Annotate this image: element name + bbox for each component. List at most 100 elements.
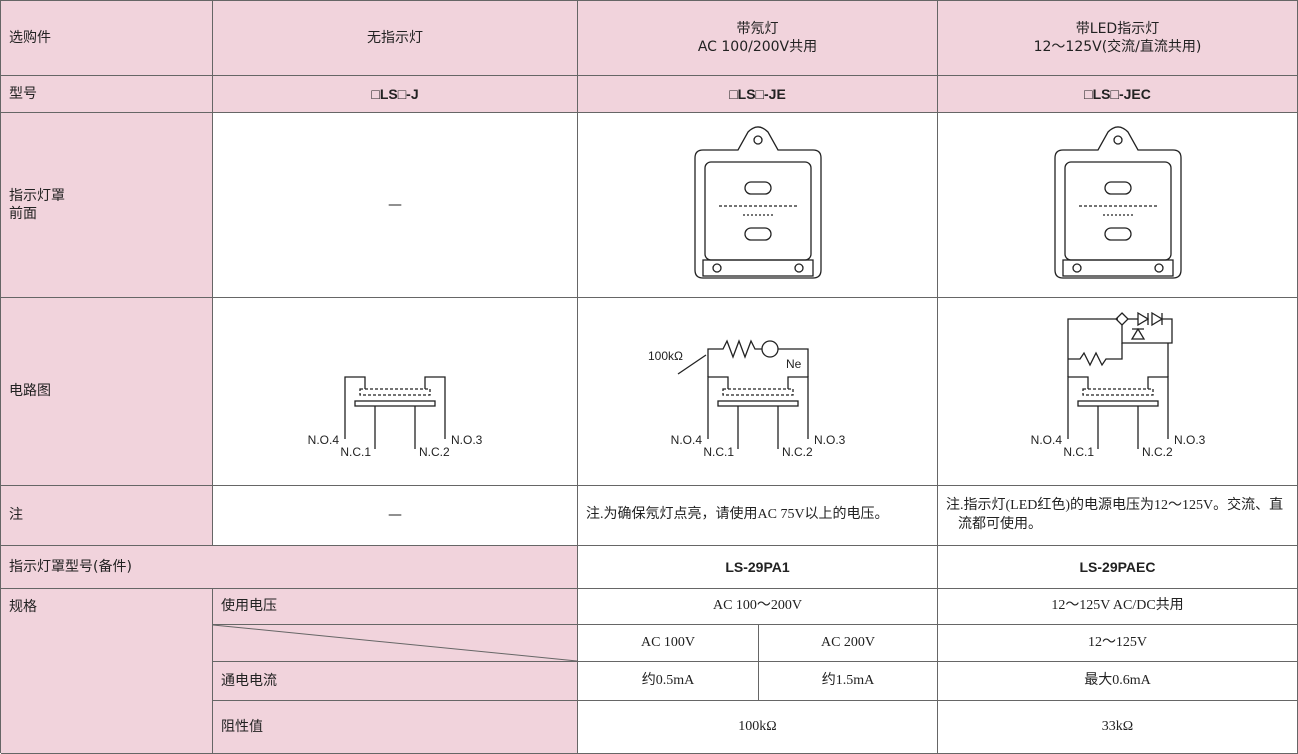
neon-lamp [760,339,779,358]
moving-contact [359,387,431,396]
spec-text: 12～125V AC/DC共用 [1051,598,1184,614]
cover-model-text: LS-29PAEC [1079,558,1156,575]
spec-item: 阻性值 [213,701,578,754]
cover-drawing [1053,126,1182,279]
terminal-label: N.O.3 [1174,433,1206,447]
note-text: 注.指示灯(LED红色)的电源电压为12～125V。交流、直流都可使用。 [946,498,1284,532]
note-cell: 注.为确保氖灯点亮，请使用AC 75V以上的电压。 [578,486,938,546]
cover-outline [693,126,822,279]
diagonal [213,625,577,661]
header-text: 带LED指示灯 [1075,20,1160,37]
moving-contact [721,387,794,396]
note-text: 注.为确保氖灯点亮，请使用AC 75V以上的电压。 [586,507,889,523]
terminal-label: N.O.4 [308,433,340,447]
contact-no [706,375,729,439]
spec-item [213,625,578,662]
plunger [1076,399,1159,407]
spec-text: 约0.5mA [641,672,695,688]
circuit-drawing: N.O.4N.C.1 N.O.3N.C.2 [1030,311,1206,459]
cover-window [1103,227,1132,241]
zener [1130,327,1145,340]
cover-hole [1112,135,1123,145]
spec-cell: AC 100～200V [578,589,938,625]
spec-cell: 33kΩ [938,701,1298,754]
row-label: 注 [1,486,213,546]
cover-cell: — [213,113,578,298]
cover-outline [1053,126,1182,279]
contact-no [1146,375,1169,439]
spec-text: 12～125V [1087,634,1148,650]
model-cell: □LS□-JE [578,76,938,113]
spec-text: 约1.5mA [821,672,875,688]
note-cell: — [213,486,578,546]
spec-cell: 约1.5mA [759,662,938,701]
cover-base [1061,259,1174,277]
row-label: 电路图 [1,298,213,486]
spec-text: 最大0.6mA [1084,672,1151,688]
pointer [677,353,706,375]
terminal-label: N.C.1 [340,445,371,459]
contact-no [424,375,446,439]
spec-cell: 12～125V [938,625,1298,662]
header-text: 12～125V(交流/直流共用) [1033,39,1202,55]
contact-no [1066,375,1089,439]
spec-text: 33kΩ [1101,718,1134,734]
plunger [716,399,799,407]
spec-item-text: 使用电压 [221,598,277,615]
label-text: 指示灯罩 [9,187,65,204]
note-cell: 注.指示灯(LED红色)的电源电压为12～125V。交流、直流都可使用。 [938,486,1298,546]
spec-cell: AC 100V [578,625,759,662]
model-text: □LS□-JE [729,85,786,102]
terminal-label: N.O.4 [1030,433,1062,447]
lamp-label: Ne [786,357,802,371]
dash-text: — [388,507,402,524]
wire [777,347,809,377]
spec-text: AC 100V [640,634,696,650]
spec-item-text: 通电电流 [221,672,277,689]
header-cell: 选购件 [1,1,213,76]
header-text: AC 100/200V共用 [697,39,818,55]
cover-model-cell: LS-29PA1 [578,546,938,589]
wire [1120,317,1173,344]
model-cell: □LS□-JEC [938,76,1298,113]
terminal-label: N.O.3 [451,433,483,447]
label-text: 注 [9,507,23,524]
spec-cell: 12～125V AC/DC共用 [938,589,1298,625]
spec-item: 通电电流 [213,662,578,701]
wire [1066,317,1118,377]
spec-text: AC 200V [820,634,876,650]
wire [706,338,762,377]
header-cell: 带LED指示灯 12～125V(交流/直流共用) [938,1,1298,76]
circuit-cell: N.O.4 N.C.1 N.O.3 N.C.2 [938,298,1298,486]
cover-window [1103,181,1132,195]
dash-text: — [388,196,402,213]
cover-cell [938,113,1298,298]
spec-item-text: 阻性值 [221,718,263,735]
cover-window [743,227,772,241]
cover-screw [1153,263,1164,273]
circuit-cell: N.O.4 N.C.1 N.O.3 N.C.2 100kΩ Ne [578,298,938,486]
cover-window [743,181,772,195]
model-text: □LS□-JEC [1084,85,1151,102]
terminal-label: N.C.2 [782,445,813,459]
wire [1067,342,1123,366]
cover-model-cell: LS-29PAEC [938,546,1298,589]
header-cell: 带氖灯 AC 100/200V共用 [578,1,938,76]
terminal-label: N.O.3 [814,433,846,447]
circuit-drawing: N.O.4N.C.1 N.O.3N.C.2 [308,375,483,459]
terminal-label: N.O.4 [670,433,702,447]
cover-drawing [693,126,822,279]
contact-no [786,375,809,439]
header-text: 选购件 [9,29,51,46]
spec-text: AC 100～200V [712,598,803,614]
label-text: 规格 [9,599,37,615]
header-text: 带氖灯 [736,20,779,37]
cover-base [701,259,814,277]
spec-cell: 最大0.6mA [938,662,1298,701]
terminal-label: N.C.1 [1063,445,1094,459]
plunger [354,399,436,407]
cover-screw [711,263,722,273]
row-label: 规格 [1,589,213,754]
